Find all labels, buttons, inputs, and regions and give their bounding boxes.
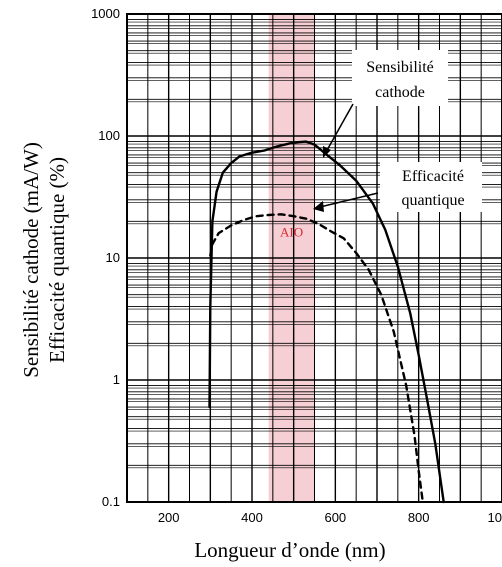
callout-efficacite-line1: Efficacité (402, 168, 464, 185)
series-line-1 (209, 213, 424, 504)
y-tick-label: 10 (106, 250, 120, 265)
callout-sensibilite-line1: Sensibilité (366, 59, 434, 76)
y-tick-label: 0.1 (102, 494, 120, 509)
x-tick-label: 200 (158, 510, 180, 525)
x-tick-label: 600 (324, 510, 346, 525)
callout-efficacite-line2: quantique (401, 192, 464, 209)
x-tick-label: 400 (241, 510, 263, 525)
tick-labels: 200 400 600 800 1000 0.1 1 10 100 1000 (91, 6, 502, 525)
callout-sensibilite-arrow (325, 103, 354, 153)
callout-sensibilite-box (352, 50, 448, 106)
y-axis-title-line2: Efficacité quantique (%) (45, 157, 69, 363)
grid (127, 14, 502, 502)
x-axis-title: Longueur d’onde (nm) (194, 538, 385, 562)
callout-efficacite-box (380, 162, 482, 212)
y-tick-label: 100 (98, 128, 120, 143)
y-tick-label: 1000 (91, 6, 120, 21)
y-axis-title-line1: Sensibilité cathode (mA/W) (19, 142, 43, 378)
callout-efficacite-arrow (319, 192, 379, 208)
series-line-0 (208, 140, 445, 504)
band-label: AIO (280, 225, 303, 240)
y-tick-label: 1 (113, 372, 120, 387)
callout-sensibilite-line2: cathode (375, 84, 425, 101)
series-lines (208, 140, 445, 504)
x-tick-label: 800 (408, 510, 430, 525)
callout-efficacite-arrowhead (313, 201, 324, 212)
callout-sensibilite-arrowhead (323, 146, 331, 158)
x-tick-label: 1000 (488, 510, 502, 525)
plot-frame (126, 13, 502, 503)
